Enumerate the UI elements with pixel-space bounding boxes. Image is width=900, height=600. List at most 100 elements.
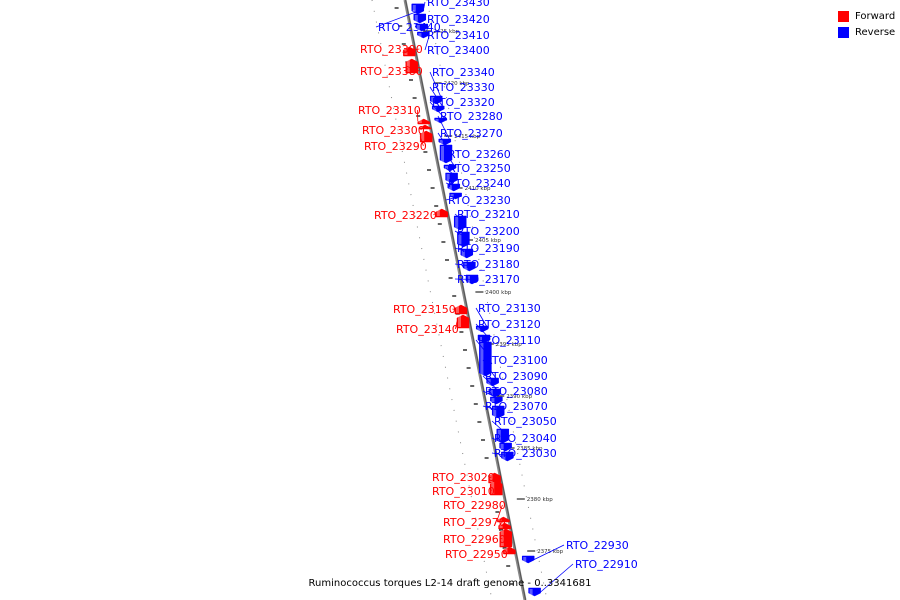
gene-label: RTO_23150 xyxy=(393,303,456,316)
gene-label: RTO_23090 xyxy=(485,370,548,383)
forward-gene-glyph xyxy=(435,208,449,218)
reverse-gene-glyph xyxy=(491,405,505,419)
gene-highlight xyxy=(412,5,416,11)
scale-tick-label: 2425 kbp xyxy=(433,29,459,35)
reverse-gene-glyph xyxy=(521,555,535,564)
gene-label: RTO_23260 xyxy=(448,148,511,161)
gene-highlight xyxy=(414,15,418,22)
gene-highlight xyxy=(529,589,533,595)
gene-label: RTO_23230 xyxy=(448,194,511,207)
gene-highlight xyxy=(461,250,465,257)
gene-highlight xyxy=(436,210,440,216)
gene-label: RTO_23200 xyxy=(457,225,520,238)
scale-tick-label: 2400 kbp xyxy=(485,290,511,296)
gene-connector xyxy=(475,307,489,330)
scale-tick-label: 2405 kbp xyxy=(475,238,501,244)
forward-gene-glyph xyxy=(498,522,511,530)
gene-connector xyxy=(498,521,503,527)
gene-label: RTO_23050 xyxy=(494,415,557,428)
gene-connector xyxy=(429,86,445,110)
gene-label: RTO_23070 xyxy=(485,400,548,413)
gene-highlight xyxy=(497,430,501,442)
gene-highlight xyxy=(421,132,425,141)
gene-highlight xyxy=(416,25,420,30)
gene-connector xyxy=(454,263,476,267)
scale-tick-label: 2415 kbp xyxy=(454,134,480,140)
gene-label: RTO_23410 xyxy=(427,29,490,42)
gene-connector xyxy=(499,537,503,540)
legend-forward-label: Forward xyxy=(855,10,896,22)
gene-label: RTO_23240 xyxy=(448,177,511,190)
gene-label: RTO_22970 xyxy=(443,516,506,529)
gene-connector xyxy=(452,308,456,310)
gene-connector xyxy=(497,504,503,520)
gene-label: RTO_23290 xyxy=(364,140,427,153)
gene-connector xyxy=(455,321,458,330)
gene-label: RTO_23120 xyxy=(478,318,541,331)
gene-label: RTO_23190 xyxy=(457,242,520,255)
forward-gene-glyph xyxy=(488,472,501,484)
gene-label: RTO_23280 xyxy=(440,110,503,123)
gene-highlight xyxy=(504,548,508,553)
gene-highlight xyxy=(489,474,493,482)
gene-connector xyxy=(488,476,492,479)
gene-label: RTO_23300 xyxy=(362,124,425,137)
gene-connector xyxy=(454,230,470,240)
gene-connector xyxy=(454,278,479,280)
forward-gene-glyph xyxy=(403,46,416,57)
gene-highlight xyxy=(458,316,461,327)
gene-connector xyxy=(482,359,499,383)
reverse-swatch xyxy=(838,26,849,38)
gene-label: RTO_23420 xyxy=(427,13,490,26)
gene-connector xyxy=(475,339,492,360)
gene-highlight xyxy=(502,453,506,460)
forward-gene-glyph xyxy=(503,546,516,555)
gene-connector xyxy=(445,153,457,169)
gene-label: RTO_22910 xyxy=(575,558,638,571)
gene-highlight xyxy=(458,233,462,246)
gene-connector xyxy=(445,195,462,201)
legend-reverse-label: Reverse xyxy=(855,26,896,38)
reverse-gene-glyph xyxy=(438,138,452,146)
gene-highlight xyxy=(441,146,444,162)
reverse-gene-glyph xyxy=(499,442,512,452)
gene-highlight xyxy=(479,336,482,342)
gene-label: RTO_23400 xyxy=(427,44,490,57)
gene-highlight xyxy=(500,444,504,450)
gene-label: RTO_23140 xyxy=(396,323,459,336)
scale-tick-label: 2420 kbp xyxy=(444,81,470,87)
genome-caption: Ruminococcus torques L2-14 draft genome … xyxy=(308,578,592,589)
gene-connector xyxy=(437,132,453,155)
reverse-gene-glyph xyxy=(415,23,429,32)
gene-highlight xyxy=(446,174,450,182)
gene-highlight xyxy=(418,33,422,37)
gene-connector xyxy=(534,544,565,560)
gene-label: RTO_23030 xyxy=(494,447,557,460)
legend-forward: Forward xyxy=(838,9,895,23)
gene-label: RTO_23390 xyxy=(360,43,423,56)
gene-label: RTO_23020 xyxy=(432,471,495,484)
scale-tick-label: 2385 kbp xyxy=(517,446,543,452)
gene-label: RTO_23310 xyxy=(358,104,421,117)
gene-label: RTO_22980 xyxy=(443,499,506,512)
reverse-gene-glyph xyxy=(447,183,461,192)
gene-label: RTO_23170 xyxy=(457,273,520,286)
gene-label: RTO_23330 xyxy=(432,81,495,94)
gene-highlight xyxy=(489,390,493,396)
reverse-gene-glyph xyxy=(457,231,470,248)
gene-connector xyxy=(491,437,512,448)
gene-highlight xyxy=(464,263,468,270)
gene-label: RTO_23130 xyxy=(478,302,541,315)
gene-label: RTO_23430 xyxy=(427,0,490,9)
gene-highlight xyxy=(493,407,497,417)
gene-connector xyxy=(429,101,447,121)
reverse-gene-glyph xyxy=(477,334,491,344)
gene-connector xyxy=(418,126,422,131)
forward-gene-glyph xyxy=(418,124,432,130)
gene-connector xyxy=(445,167,458,179)
gene-label: RTO_22930 xyxy=(566,539,629,552)
gene-connector xyxy=(445,182,460,188)
gene-connector xyxy=(437,115,452,143)
gene-highlight xyxy=(491,398,495,403)
legend-reverse: Reverse xyxy=(838,25,895,39)
